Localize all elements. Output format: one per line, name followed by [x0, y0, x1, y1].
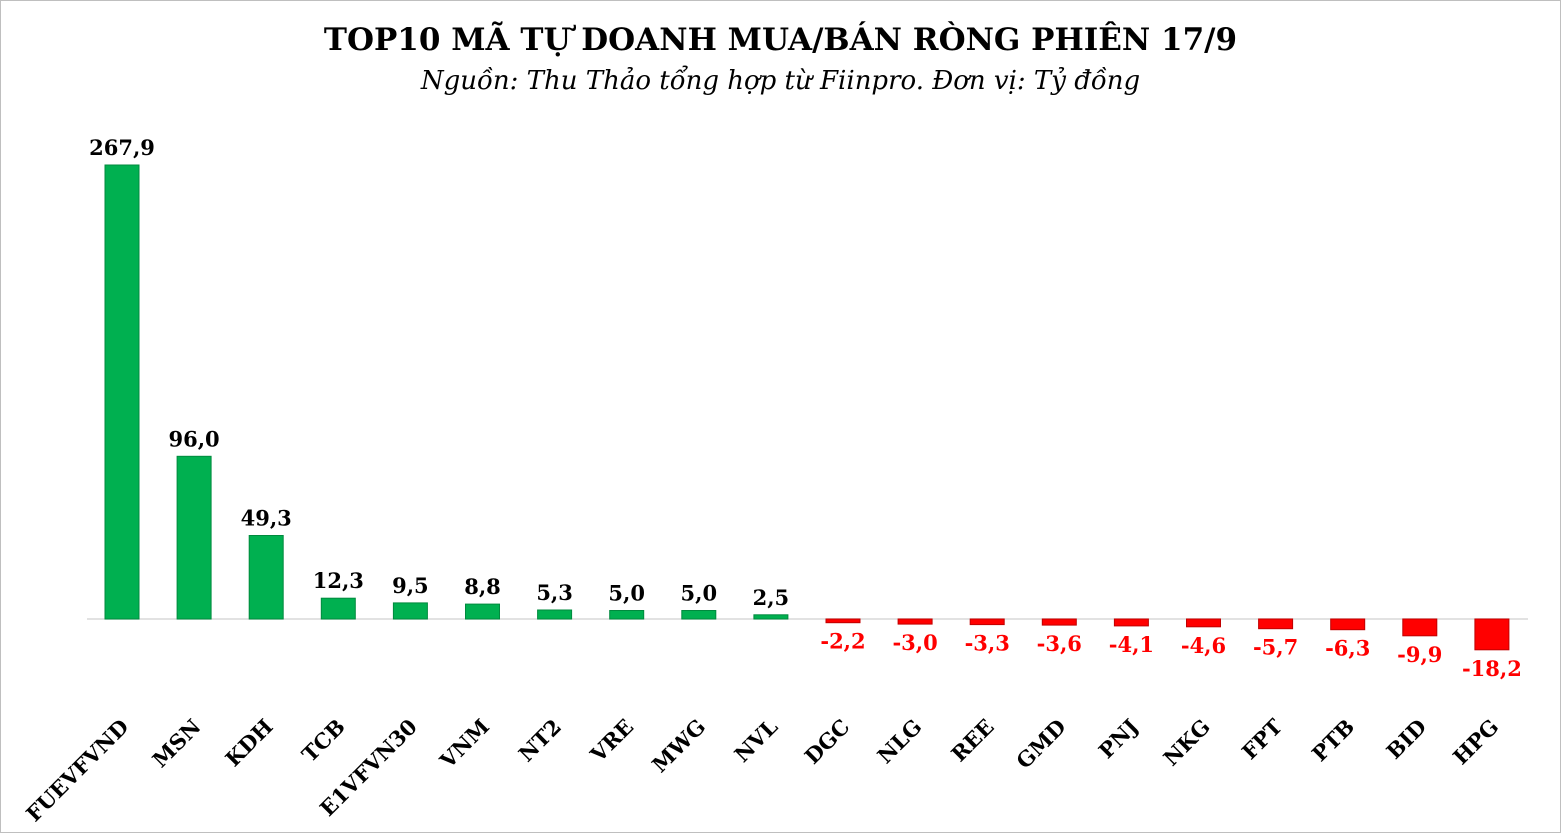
- data-label: 9,5: [392, 573, 429, 598]
- data-label: -9,9: [1397, 642, 1442, 667]
- x-tick-label: DGC: [799, 714, 854, 769]
- x-tick-label: KDH: [220, 714, 277, 771]
- x-tick-label: FUEVFVND: [21, 714, 134, 827]
- data-label: 8,8: [464, 574, 501, 599]
- chart-subtitle: Nguồn: Thu Thảo tổng hợp từ Fiinpro. Đơn…: [420, 66, 1141, 96]
- bar-e1vfvn30: [392, 602, 428, 620]
- x-tick-label: BID: [1381, 714, 1431, 764]
- data-label: 5,0: [608, 581, 645, 606]
- data-label: 96,0: [169, 426, 220, 451]
- bar-hpg: [1474, 618, 1510, 651]
- bar-tcb: [320, 597, 356, 620]
- bar-ree: [969, 618, 1005, 626]
- x-tick-label: NKG: [1158, 714, 1215, 771]
- data-label: 49,3: [241, 506, 292, 531]
- bar-dgc: [825, 618, 861, 624]
- bar-nkg: [1186, 618, 1221, 628]
- bar-fuevfvnd: [104, 164, 140, 620]
- data-label: 12,3: [313, 568, 364, 593]
- bar-ptb: [1330, 618, 1366, 631]
- bar-mwg: [681, 610, 717, 620]
- data-label: -4,6: [1181, 633, 1226, 658]
- x-tick-label: TCB: [297, 714, 350, 767]
- data-label: -6,3: [1325, 636, 1370, 661]
- x-tick-label: GMD: [1011, 714, 1071, 774]
- data-label: 5,3: [536, 580, 573, 605]
- x-tick-label: NLG: [872, 714, 926, 768]
- x-tick-label: REE: [946, 714, 999, 767]
- bar-bid: [1402, 618, 1438, 637]
- bar-nt2: [537, 609, 573, 620]
- data-label: -4,1: [1109, 632, 1154, 657]
- bar-nvl: [753, 614, 789, 620]
- x-tick-label: FPT: [1237, 714, 1288, 765]
- bar-nlg: [897, 618, 933, 625]
- bar-kdh: [248, 535, 284, 620]
- bar-fpt: [1258, 618, 1294, 630]
- data-label: -18,2: [1462, 656, 1522, 681]
- bar-gmd: [1041, 618, 1077, 626]
- x-tick-label: PNJ: [1093, 714, 1142, 763]
- data-label: -3,6: [1037, 631, 1082, 656]
- chart-title: TOP10 MÃ TỰ DOANH MUA/BÁN RÒNG PHIÊN 17/…: [323, 22, 1238, 58]
- x-tick-label: MWG: [647, 714, 710, 777]
- x-tick-label: NT2: [514, 714, 567, 767]
- bar-msn: [176, 455, 212, 620]
- data-label: -2,2: [820, 629, 865, 654]
- x-tick-label: VNM: [434, 714, 494, 774]
- bar-vre: [609, 610, 645, 620]
- data-label: 5,0: [681, 581, 718, 606]
- x-tick-label: NVL: [729, 714, 782, 767]
- data-label: 267,9: [89, 135, 155, 160]
- data-label: 2,5: [753, 585, 790, 610]
- x-tick-label: HPG: [1448, 714, 1504, 770]
- bar-vnm: [465, 603, 500, 620]
- x-tick-label: VRE: [585, 714, 639, 768]
- data-label: -3,0: [892, 630, 937, 655]
- x-tick-label: MSN: [147, 714, 205, 772]
- x-tick-label: PTB: [1307, 714, 1359, 766]
- bar-pnj: [1113, 618, 1149, 627]
- data-label: -5,7: [1253, 635, 1298, 660]
- data-label: -3,3: [965, 631, 1010, 656]
